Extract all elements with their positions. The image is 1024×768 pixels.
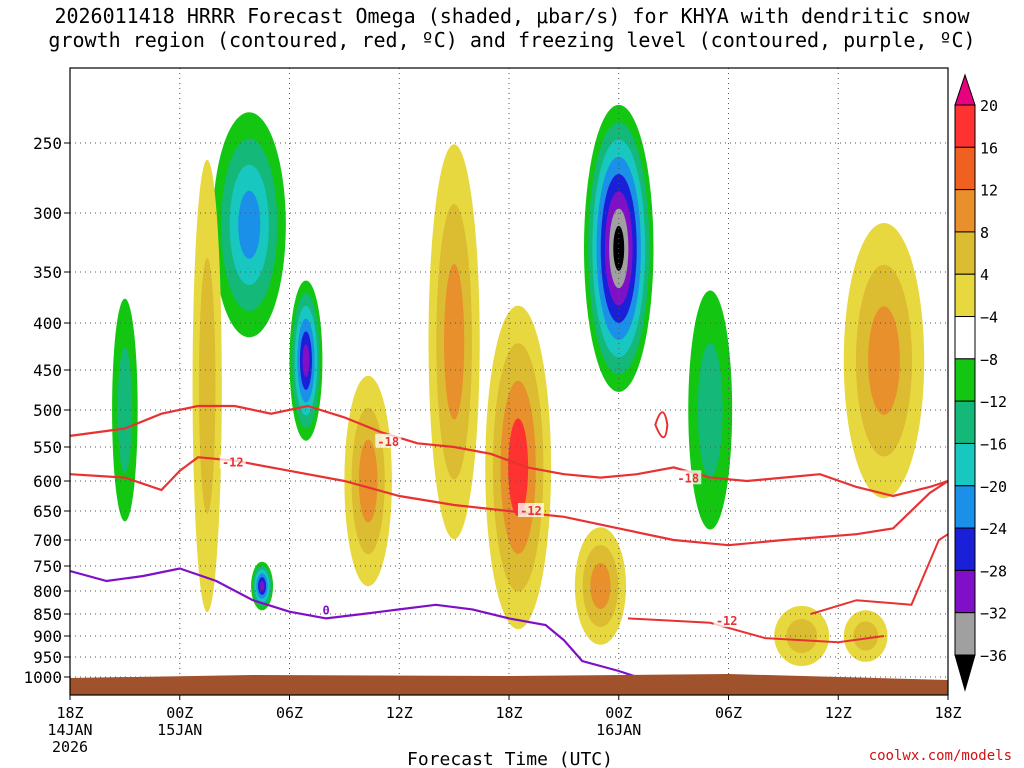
dgz-label-3: -12 [520,504,542,518]
colorbar-label-13: −36 [980,647,1007,665]
x-tick-label-1-0: 00Z [166,704,193,722]
freezing-label-0: 0 [322,603,329,617]
y-axis: 250 300 350 400 450 500 550 600 650 700 750 800 850 9… [23,134,70,687]
dgz-label-bg-4 [713,613,740,628]
x-tick-label-0-0: 18Z [56,704,83,722]
omega-cell-4-level-2 [868,306,900,415]
dgz-label-2: -18 [677,471,699,485]
y-tick-label-2: 350 [33,263,62,282]
y-tick-label-0: 250 [33,134,62,153]
colorbar-label-4: 4 [980,266,989,284]
y-tick-label-10: 750 [33,557,62,576]
y-tick-label-8: 650 [33,502,62,521]
x-tick-label-2-0: 06Z [276,704,303,722]
y-tick-label-1: 300 [33,204,62,223]
colorbar-label-11: −28 [980,562,1007,580]
x-tick-label-7-0: 12Z [825,704,852,722]
x-tick-label-5-1: 16JAN [596,721,641,739]
x-tick-label-6-0: 06Z [715,704,742,722]
y-tick-label-13: 900 [33,627,62,646]
colorbar-block-0 [954,104,976,148]
dgz-label-bg-2 [675,470,702,485]
dgz-label-4: -12 [716,614,738,628]
y-tick-label-14: 950 [33,648,62,667]
colorbar-label-8: −16 [980,435,1007,453]
dgz-minus12-contour [70,456,948,547]
title-line-1: 2026011418 HRRR Forecast Omega (shaded, … [54,4,970,28]
colorbar-block-8 [954,442,976,487]
colorbar-block-12 [954,612,976,656]
colorbar-block-5 [954,316,976,360]
omega-cell-11-level-1 [786,618,818,654]
dgz-bottom-contour [627,617,885,644]
colorbar-label-10: −24 [980,520,1007,538]
x-tick-label-4-0: 18Z [495,704,522,722]
x-tick-label-3-0: 12Z [386,704,413,722]
title-line-2: growth region (contoured, red, ºC) and f… [48,28,976,52]
dgz-minus18-contour [70,404,948,498]
x-axis-label: Forecast Time (UTC) [407,749,613,768]
colorbar: 20 16 12 8 4 −4 −8 −12 −16 −20 −24 −28 −32 −36 [954,73,1007,692]
colorbar-block-1 [954,146,976,191]
omega-cell-5-level-2 [444,263,465,420]
x-tick-label-0-1: 14JAN [47,721,92,739]
colorbar-label-5: −4 [980,309,998,327]
y-tick-label-5: 500 [33,401,62,420]
y-tick-label-4: 450 [33,361,62,380]
colorbar-label-6: −8 [980,351,998,369]
chart-title: 2026011418 HRRR Forecast Omega (shaded, … [0,4,1024,52]
omega-shading [112,104,925,667]
y-tick-label-15: 1000 [23,668,62,687]
y-tick-label-11: 800 [33,582,62,601]
omega-cell-8-level-1 [117,347,133,473]
colorbar-label-7: −12 [980,393,1007,411]
ground-fill [70,674,948,695]
colorbar-label-9: −20 [980,478,1007,496]
contours: -18 -12 -18 -12 -12 0 [70,404,948,679]
y-tick-label-12: 850 [33,605,62,624]
omega-cell-10-level-1 [198,258,216,514]
colorbar-block-2 [954,189,976,233]
x-tick-label-0-2: 2026 [52,738,88,756]
dgz-label-bg-0 [375,433,402,448]
omega-cell-6-level-2 [358,439,378,523]
ground-surface [70,674,948,695]
omega-cell-0-level-3 [508,418,529,517]
dgz-small-loop [654,411,669,439]
colorbar-block-6 [954,358,976,402]
omega-cell-9-level-5 [259,580,265,592]
dgz-label-1: -12 [222,456,244,470]
colorbar-label-0: 20 [980,97,998,115]
x-tick-label-1-1: 15JAN [157,721,202,739]
colorbar-block-4 [954,273,976,318]
omega-cell-7-level-2 [590,562,611,610]
x-tick-label-8-0: 18Z [934,704,961,722]
colorbar-block-3 [954,231,976,275]
colorbar-top-arrow [954,73,976,106]
dgz-label-bg-3 [517,503,544,517]
colorbar-label-2: 12 [980,182,998,200]
colorbar-block-9 [954,485,976,529]
colorbar-label-1: 16 [980,139,998,157]
dgz-label-bg-1 [219,454,246,469]
x-tick-label-5-0: 00Z [605,704,632,722]
y-tick-label-7: 600 [33,472,62,491]
y-tick-label-6: 550 [33,438,62,457]
omega-cell-2-level-5 [302,344,310,378]
dgz-label-0: -18 [377,435,399,449]
colorbar-label-12: −32 [980,605,1007,623]
dgz-lower-right-contour [810,533,948,615]
colorbar-block-11 [954,569,976,614]
y-tick-label-3: 400 [33,314,62,333]
omega-cell-3-level-3 [238,190,261,259]
colorbar-block-10 [954,527,976,571]
y-tick-label-9: 700 [33,531,62,550]
credit-label: coolwx.com/models [869,748,1012,764]
freezing-level-contour [70,567,638,679]
colorbar-block-7 [954,400,976,444]
colorbar-bottom-arrow [954,654,976,692]
colorbar-label-3: 8 [980,224,989,242]
